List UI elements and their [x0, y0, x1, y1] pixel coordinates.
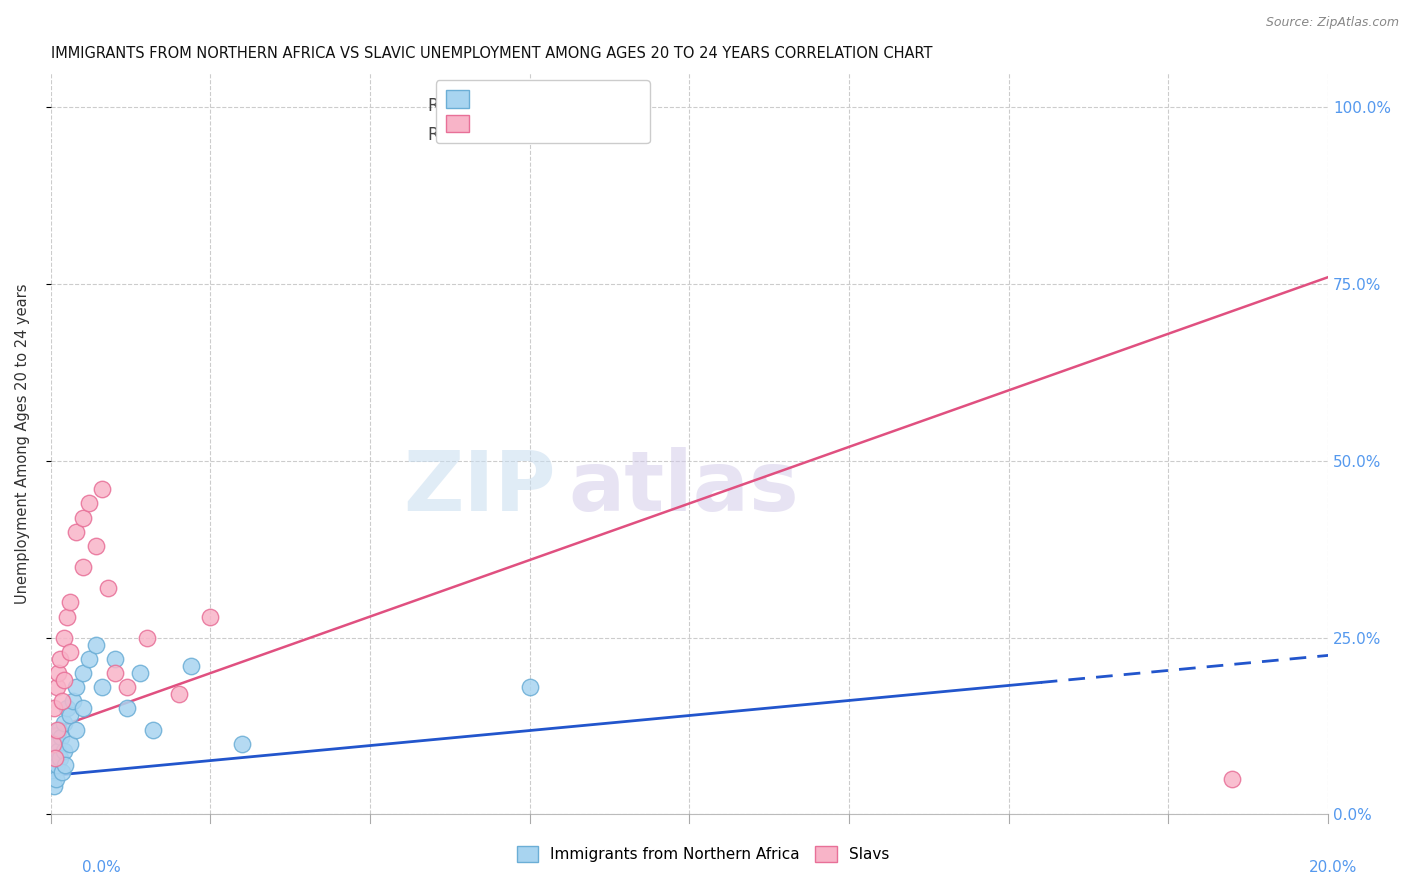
Point	[84, 638, 107, 652]
Point	[46, 723, 69, 737]
Point	[59, 595, 82, 609]
Point	[117, 701, 139, 715]
Text: 0.0%: 0.0%	[82, 861, 121, 875]
Point	[77, 652, 100, 666]
Point	[72, 701, 94, 715]
Point	[72, 510, 94, 524]
Point	[52, 744, 75, 758]
Text: 0.466: 0.466	[481, 126, 534, 145]
Point	[59, 737, 82, 751]
Point	[104, 666, 127, 681]
Point	[65, 723, 87, 737]
Point	[65, 524, 87, 539]
Text: 0.154: 0.154	[481, 96, 534, 114]
Point	[44, 751, 66, 765]
Point	[90, 482, 112, 496]
Text: R =  0.154   N = 32: R = 0.154 N = 32	[427, 96, 591, 114]
Point	[42, 737, 65, 751]
Point	[48, 723, 70, 737]
Point	[49, 730, 72, 744]
Point	[51, 694, 73, 708]
Point	[46, 758, 69, 772]
Legend:                               ,                               : ,	[436, 80, 650, 144]
Legend: Immigrants from Northern Africa, Slavs: Immigrants from Northern Africa, Slavs	[510, 840, 896, 868]
Point	[46, 680, 69, 694]
Point	[49, 751, 72, 765]
Point	[56, 701, 79, 715]
Point	[180, 659, 202, 673]
Point	[53, 758, 76, 772]
Point	[72, 666, 94, 681]
Text: ZIP: ZIP	[404, 447, 555, 528]
Text: Source: ZipAtlas.com: Source: ZipAtlas.com	[1265, 16, 1399, 29]
Text: IMMIGRANTS FROM NORTHERN AFRICA VS SLAVIC UNEMPLOYMENT AMONG AGES 20 TO 24 YEARS: IMMIGRANTS FROM NORTHERN AFRICA VS SLAVI…	[51, 46, 932, 62]
Text: R =  0.466   N = 27: R = 0.466 N = 27	[427, 126, 591, 145]
Point	[84, 539, 107, 553]
Point	[519, 680, 541, 694]
Point	[499, 100, 522, 114]
Text: 20.0%: 20.0%	[1309, 861, 1357, 875]
Point	[117, 680, 139, 694]
Point	[65, 680, 87, 694]
Point	[90, 680, 112, 694]
Point	[104, 652, 127, 666]
Text: 27: 27	[558, 126, 581, 145]
Point	[52, 631, 75, 645]
Point	[77, 496, 100, 510]
Point	[48, 744, 70, 758]
Point	[72, 560, 94, 574]
Point	[129, 666, 152, 681]
Point	[42, 701, 65, 715]
Point	[200, 609, 222, 624]
Point	[52, 673, 75, 687]
Point	[59, 708, 82, 723]
Point	[44, 751, 66, 765]
Point	[46, 737, 69, 751]
Point	[48, 666, 70, 681]
Point	[45, 772, 67, 786]
Point	[231, 737, 253, 751]
Text: atlas: atlas	[568, 447, 799, 528]
Point	[42, 765, 65, 780]
Point	[62, 694, 84, 708]
Point	[167, 687, 190, 701]
Point	[42, 779, 65, 793]
Point	[49, 652, 72, 666]
Point	[1220, 772, 1243, 786]
Point	[135, 631, 157, 645]
Point	[59, 645, 82, 659]
Point	[97, 581, 120, 595]
Point	[51, 765, 73, 780]
Y-axis label: Unemployment Among Ages 20 to 24 years: Unemployment Among Ages 20 to 24 years	[15, 283, 30, 604]
Point	[56, 609, 79, 624]
Text: 32: 32	[558, 96, 581, 114]
Point	[52, 715, 75, 730]
Point	[142, 723, 165, 737]
